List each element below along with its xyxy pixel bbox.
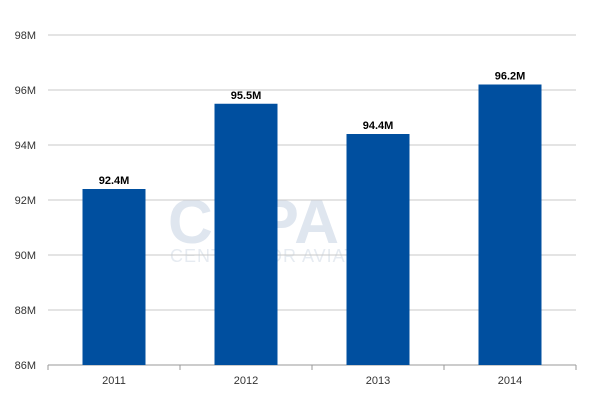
bar xyxy=(478,84,542,365)
data-label: 94.4M xyxy=(363,120,394,132)
y-axis: 86M 88M 90M 92M 94M 96M 98M xyxy=(15,30,36,372)
data-label: 92.4M xyxy=(99,175,130,187)
y-tick-label: 96M xyxy=(15,85,36,97)
x-tick-label: 2011 xyxy=(102,375,126,387)
bar xyxy=(214,103,278,365)
y-tick-label: 92M xyxy=(15,195,36,207)
x-tick-label: 2013 xyxy=(366,375,390,387)
x-tick-label: 2014 xyxy=(498,375,522,387)
bar xyxy=(82,189,146,365)
bars xyxy=(82,84,542,365)
y-tick-label: 90M xyxy=(15,250,36,262)
x-tick-label: 2012 xyxy=(234,375,258,387)
y-tick-label: 94M xyxy=(15,140,36,152)
data-labels: 92.4M 95.5M 94.4M 96.2M xyxy=(99,71,526,188)
y-tick-label: 98M xyxy=(15,30,36,42)
bar xyxy=(346,134,410,365)
data-label: 95.5M xyxy=(231,90,262,102)
x-axis: 2011 2012 2013 2014 xyxy=(47,365,577,387)
y-tick-label: 88M xyxy=(15,305,36,317)
data-label: 96.2M xyxy=(495,71,526,83)
y-tick-label: 86M xyxy=(15,360,36,372)
